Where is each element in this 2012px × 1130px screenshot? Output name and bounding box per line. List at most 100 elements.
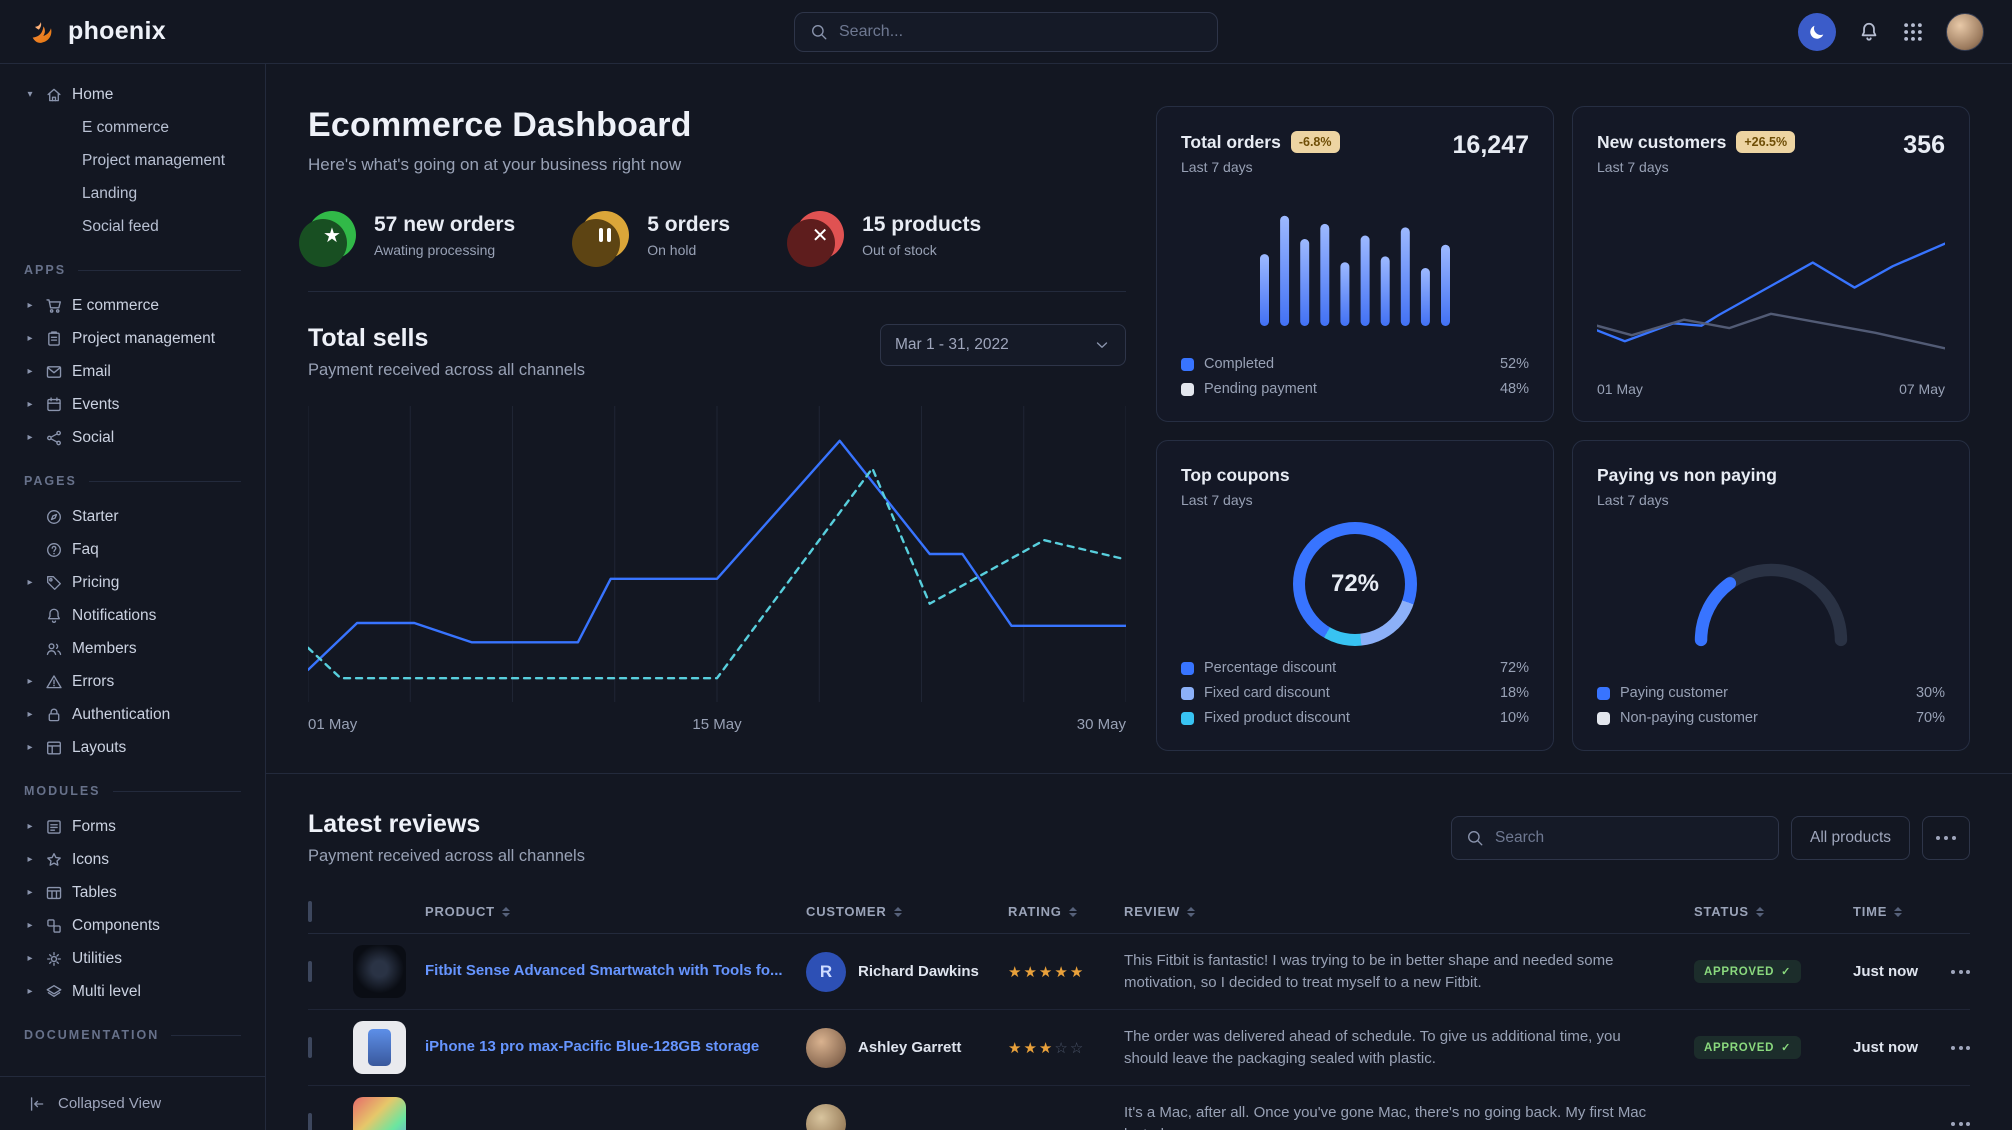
sidebar-item-pricing[interactable]: ▸ Pricing — [12, 566, 253, 599]
sidebar-item-home-project-management[interactable]: Project management — [82, 151, 226, 169]
sidebar-item-tables[interactable]: ▸ Tables — [12, 876, 253, 909]
new-customers-line-chart — [1597, 175, 1945, 367]
chevron-right-icon: ▸ — [27, 854, 33, 865]
dashboard-header-section: Ecommerce Dashboard Here's what's going … — [299, 106, 1128, 751]
reviews-search[interactable] — [1451, 816, 1780, 860]
sidebar-item-home-ecommerce[interactable]: E commerce — [82, 118, 169, 136]
search-icon — [1466, 829, 1484, 847]
sidebar-item-icons[interactable]: ▸ Icons — [12, 843, 253, 876]
column-header-product[interactable]: PRODUCT — [353, 904, 806, 919]
column-header-time[interactable]: TIME — [1853, 904, 1940, 919]
global-search[interactable] — [794, 11, 1218, 52]
total-sells-subtitle: Payment received across all channels — [308, 361, 585, 379]
chevron-right-icon: ▸ — [27, 577, 33, 588]
review-text: The order was delivered ahead of schedul… — [1124, 1027, 1621, 1067]
phoenix-logo-icon — [28, 17, 58, 47]
column-header-status[interactable]: STATUS — [1694, 904, 1853, 919]
sidebar-item-forms[interactable]: ▸ Forms — [12, 810, 253, 843]
check-icon: ✓ — [1781, 1042, 1792, 1054]
product-image — [353, 1097, 406, 1130]
star-icon: ★ — [299, 211, 356, 267]
sidebar-item-members[interactable]: Members — [12, 632, 253, 665]
product-link[interactable]: Fitbit Sense Advanced Smartwatch with To… — [425, 962, 783, 980]
lock-icon — [45, 706, 63, 724]
column-header-review[interactable]: REVIEW — [1124, 904, 1694, 919]
row-actions-button[interactable] — [1940, 969, 1970, 974]
total-sells-title: Total sells — [308, 324, 429, 352]
chevron-right-icon: ▸ — [27, 986, 33, 997]
row-checkbox[interactable] — [308, 961, 312, 982]
review-time: Just now — [1853, 1039, 1919, 1056]
stat-new-orders: ★ 57 new orders Awating processing — [299, 211, 515, 267]
pause-icon — [572, 211, 630, 267]
stat-out-of-stock: ✕ 15 products Out of stock — [787, 211, 981, 267]
page-subtitle: Here's what's going on at your business … — [308, 155, 682, 174]
total-orders-badge: -6.8% — [1290, 131, 1340, 153]
total-orders-card: Total orders -6.8% Last 7 days 16,247 — [1156, 106, 1554, 422]
notifications-button[interactable] — [1858, 21, 1880, 43]
main-content: Ecommerce Dashboard Here's what's going … — [266, 64, 2012, 1130]
table-icon — [45, 884, 63, 902]
calendar-icon — [45, 396, 63, 414]
sidebar-item-ecommerce[interactable]: ▸ E commerce — [12, 289, 253, 322]
chevron-right-icon: ▸ — [27, 887, 33, 898]
reviews-more-button[interactable] — [1922, 816, 1970, 860]
chevron-down-icon: ▾ — [27, 89, 33, 100]
customer-name: Ashley Garrett — [858, 1039, 962, 1056]
chevron-right-icon: ▸ — [27, 742, 33, 753]
product-link[interactable]: iPhone 13 pro max-Pacific Blue-128GB sto… — [425, 1038, 760, 1056]
brand-logo[interactable]: phoenix — [28, 17, 166, 47]
customer-avatar — [806, 1027, 846, 1068]
sidebar: ▾ Home E commerce Project management Lan… — [0, 64, 266, 1130]
select-all-checkbox[interactable] — [308, 901, 312, 922]
review-time: Just now — [1853, 963, 1919, 980]
legend-fixed-product-discount: Fixed product discount 10% — [1181, 710, 1529, 726]
layers-icon — [45, 983, 63, 1001]
sidebar-item-multi-level[interactable]: ▸ Multi level — [12, 975, 253, 1008]
chevron-right-icon: ▸ — [27, 676, 33, 687]
legend-nonpaying-customer: Non-paying customer 70% — [1597, 710, 1945, 726]
sidebar-item-project-management[interactable]: ▸ Project management — [12, 322, 253, 355]
sidebar-item-home[interactable]: ▾ Home — [12, 78, 253, 111]
row-checkbox[interactable] — [308, 1113, 312, 1130]
bell-icon — [45, 607, 63, 625]
x-icon: ✕ — [787, 211, 845, 267]
sidebar-item-layouts[interactable]: ▸ Layouts — [12, 731, 253, 764]
top-coupons-donut-chart: 72% — [1293, 522, 1417, 646]
sidebar-item-components[interactable]: ▸ Components — [12, 909, 253, 942]
row-actions-button[interactable] — [1940, 1121, 1970, 1126]
user-avatar[interactable] — [1946, 12, 1984, 51]
rating-stars: ★★★☆☆ — [1008, 1039, 1086, 1057]
collapsed-view-toggle[interactable]: Collapsed View — [0, 1076, 265, 1130]
latest-reviews-section: Latest reviews Payment received across a… — [308, 774, 1970, 1130]
sidebar-item-events[interactable]: ▸ Events — [12, 388, 253, 421]
sidebar-item-email[interactable]: ▸ Email — [12, 355, 253, 388]
house-icon — [45, 86, 63, 104]
warning-icon — [45, 673, 63, 691]
search-input[interactable] — [839, 22, 1202, 41]
all-products-filter-button[interactable]: All products — [1791, 816, 1910, 860]
column-header-customer[interactable]: CUSTOMER — [806, 904, 1008, 919]
sidebar-item-errors[interactable]: ▸ Errors — [12, 665, 253, 698]
sidebar-item-starter[interactable]: Starter — [12, 500, 253, 533]
theme-toggle-button[interactable] — [1798, 12, 1836, 51]
sidebar-item-faq[interactable]: Faq — [12, 533, 253, 566]
sidebar-item-social[interactable]: ▸ Social — [12, 421, 253, 454]
column-header-rating[interactable]: RATING — [1008, 904, 1124, 919]
sidebar-item-authentication[interactable]: ▸ Authentication — [12, 698, 253, 731]
row-actions-button[interactable] — [1940, 1045, 1970, 1050]
row-checkbox[interactable] — [308, 1037, 312, 1058]
date-range-select[interactable]: Mar 1 - 31, 2022 — [880, 324, 1126, 366]
sidebar-item-label: Home — [72, 85, 114, 103]
sidebar-item-home-landing[interactable]: Landing — [82, 184, 138, 202]
sidebar-item-utilities[interactable]: ▸ Utilities — [12, 942, 253, 975]
section-divider — [266, 773, 2012, 774]
reviews-search-input[interactable] — [1495, 829, 1765, 847]
chevron-right-icon: ▸ — [27, 399, 33, 410]
new-customers-badge: +26.5% — [1736, 131, 1796, 153]
legend-fixed-card-discount: Fixed card discount 18% — [1181, 685, 1529, 701]
apps-grid-button[interactable] — [1902, 21, 1924, 43]
customer-name: Richard Dawkins — [858, 963, 979, 980]
sidebar-item-notifications[interactable]: Notifications — [12, 599, 253, 632]
sidebar-item-home-social-feed[interactable]: Social feed — [82, 217, 159, 235]
